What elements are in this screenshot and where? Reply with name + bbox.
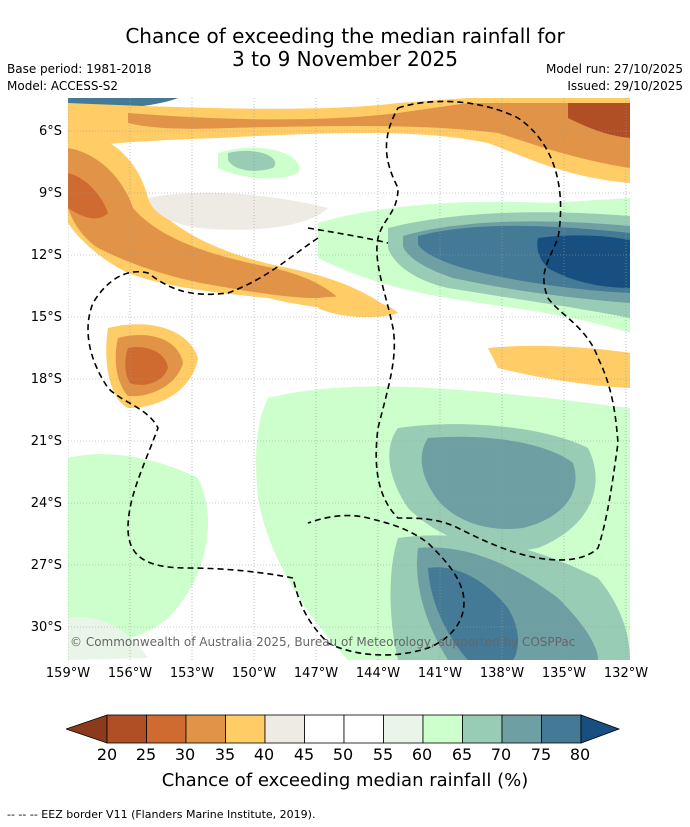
lon-label-147w: 147°W — [293, 666, 339, 681]
colorbar-swatch-10 — [462, 714, 503, 744]
colorbar-arrow-high — [580, 714, 621, 744]
colorbar-swatch-12 — [541, 714, 582, 744]
colorbar-swatch-9 — [422, 714, 463, 744]
dry-band-north-mid — [128, 103, 630, 168]
neutral-region — [148, 192, 328, 230]
lon-label-150w: 150°W — [231, 666, 277, 681]
dry-region-midwest-dark — [125, 347, 168, 385]
colorbar-swatch-5 — [264, 714, 305, 744]
colorbar-swatch-7 — [343, 714, 384, 744]
colorbar-tick-70: 70 — [490, 745, 512, 764]
colorbar-tick-40: 40 — [253, 745, 275, 764]
colorbar-swatch-2 — [146, 714, 187, 744]
lat-label-6s: 6°S — [38, 124, 62, 139]
lon-label-153w: 153°W — [169, 666, 215, 681]
lat-label-30s: 30°S — [30, 620, 62, 635]
lon-label-156w: 156°W — [107, 666, 153, 681]
colorbar-swatches — [66, 714, 621, 744]
dry-region-west-dark — [68, 173, 108, 219]
colorbar-tick-20: 20 — [96, 745, 118, 764]
colorbar-swatch-6 — [304, 714, 345, 744]
colorbar-swatch-1 — [106, 714, 147, 744]
dry-patch-center — [318, 296, 398, 318]
colorbar-tick-45: 45 — [293, 745, 315, 764]
colorbar-swatch-8 — [383, 714, 424, 744]
colorbar-swatch-4 — [225, 714, 266, 744]
dry-region-west-mid — [68, 148, 338, 299]
grid-lines — [68, 98, 630, 660]
model-run: Model run: 27/10/2025 — [545, 62, 683, 76]
wet-region-southwest-light — [68, 617, 148, 660]
lon-label-144w: 144°W — [355, 666, 401, 681]
lat-label-24s: 24°S — [30, 496, 62, 511]
lat-label-12s: 12°S — [30, 248, 62, 263]
lat-label-27s: 27°S — [30, 558, 62, 573]
map-copyright: © Commonwealth of Australia 2025, Bureau… — [70, 635, 575, 649]
colorbar-swatch-3 — [185, 714, 226, 744]
lat-label-15s: 15°S — [30, 310, 62, 325]
lon-label-141w: 141°W — [417, 666, 463, 681]
colorbar-tick-30: 30 — [174, 745, 196, 764]
wet-region-east-peak — [537, 235, 630, 288]
model-name: Model: ACCESS-S2 — [7, 79, 119, 93]
issued-date: Issued: 29/10/2025 — [567, 79, 683, 93]
colorbar-tick-65: 65 — [451, 745, 473, 764]
wet-region-south-core — [428, 567, 518, 660]
chart-title-line2: 3 to 9 November 2025 — [232, 47, 458, 71]
colorbar-tick-75: 75 — [530, 745, 552, 764]
lon-label-135w: 135°W — [541, 666, 587, 681]
colorbar-tick-35: 35 — [214, 745, 236, 764]
wet-region-west-light — [68, 454, 208, 643]
base-period: Base period: 1981-2018 — [7, 62, 152, 76]
eez-legend: -- -- -- EEZ border V11 (Flanders Marine… — [7, 808, 316, 821]
chart-title-line1: Chance of exceeding the median rainfall … — [125, 24, 565, 48]
lon-label-132w: 132°W — [603, 666, 649, 681]
colorbar-label: Chance of exceeding median rainfall (%) — [161, 770, 529, 791]
colorbar-swatch-11 — [501, 714, 542, 744]
colorbar-tick-55: 55 — [372, 745, 394, 764]
colorbar-tick-50: 50 — [332, 745, 354, 764]
colorbar-arrow-low — [66, 714, 108, 744]
colorbar — [66, 714, 621, 744]
rainfall-map: © Commonwealth of Australia 2025, Bureau… — [68, 98, 630, 660]
lon-label-159w: 159°W — [45, 666, 91, 681]
lon-label-138w: 138°W — [479, 666, 525, 681]
lat-label-18s: 18°S — [30, 372, 62, 387]
dry-band-north-dark — [568, 103, 630, 138]
colorbar-tick-25: 25 — [135, 745, 157, 764]
eez-borders — [87, 100, 619, 656]
colorbar-tick-60: 60 — [411, 745, 433, 764]
wet-region-north-core — [228, 150, 276, 171]
lat-label-21s: 21°S — [30, 434, 62, 449]
colorbar-tick-80: 80 — [569, 745, 591, 764]
dry-region-east-band — [488, 345, 630, 388]
lat-label-9s: 9°S — [38, 186, 62, 201]
wet-region-southeast-dark — [421, 436, 576, 529]
